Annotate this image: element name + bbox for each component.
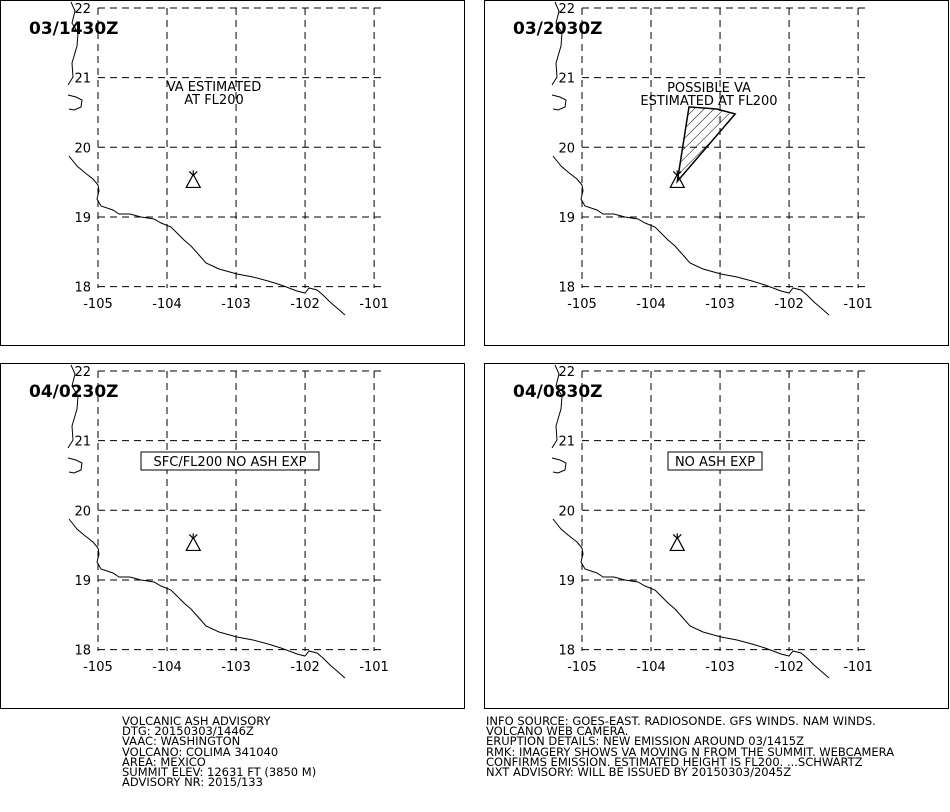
info-line: VOLCANO WEB CAMERA. xyxy=(486,724,629,739)
lat-tick-label: 20 xyxy=(558,504,575,519)
volcano-triangle-icon xyxy=(185,170,202,189)
info-line: SUMMIT ELEV: 12631 FT (3850 M) xyxy=(122,764,317,779)
lat-tick-label: 22 xyxy=(558,2,575,17)
info-line: VOLCANIC ASH ADVISORY xyxy=(122,714,271,728)
map-panel-p4: -105 -104 -103 -102 -101 22 21 20 19 18 NO ASH EXP… xyxy=(484,363,949,709)
lat-tick-label: 21 xyxy=(558,435,575,450)
info-line: RMK: IMAGERY SHOWS VA MOVING N FROM THE … xyxy=(486,744,895,759)
lat-tick-label: 21 xyxy=(558,72,575,87)
lat-tick-label: 22 xyxy=(558,365,575,380)
panel-valid-time: 04/0230Z xyxy=(29,382,119,402)
annotation-text: ESTIMATED AT FL200 xyxy=(640,94,777,109)
lon-tick-label: -104 xyxy=(636,297,666,312)
lon-tick-label: -102 xyxy=(290,660,320,675)
lat-tick-label: 18 xyxy=(558,644,575,659)
coastline xyxy=(552,518,830,679)
lat-tick-label: 21 xyxy=(74,72,91,87)
map-panel-p1: -105 -104 -103 -102 -101 22 21 20 19 18 VA ESTIMAT… xyxy=(0,0,465,346)
lat-tick-label: 19 xyxy=(558,574,575,589)
annotation-box xyxy=(140,451,320,471)
lon-tick-label: -102 xyxy=(774,660,804,675)
lon-tick-label: -103 xyxy=(705,660,735,675)
annotation-text: SFC/FL200 NO ASH EXP xyxy=(154,455,307,470)
info-line: VOLCANO: COLIMA 341040 xyxy=(122,744,279,759)
lon-tick-label: -105 xyxy=(83,660,113,675)
map-canvas: -105 -104 -103 -102 -101 22 21 20 19 18 POSSIBLE V… xyxy=(551,1,873,316)
lon-tick-label: -101 xyxy=(843,660,873,675)
panel-valid-time: 03/2030Z xyxy=(513,19,603,39)
map-panel-p2: -105 -104 -103 -102 -101 22 21 20 19 18 POSSIBLE V… xyxy=(484,0,949,346)
lat-tick-label: 22 xyxy=(74,2,91,17)
map-canvas: -105 -104 -103 -102 -101 22 21 20 19 18 SFC/FL200 … xyxy=(67,364,389,679)
lat-tick-label: 20 xyxy=(74,504,91,519)
info-line: NXT ADVISORY: WILL BE ISSUED BY 20150303… xyxy=(486,764,792,779)
map-canvas: -105 -104 -103 -102 -101 22 21 20 19 18 VA ESTIMAT… xyxy=(67,1,389,316)
lat-tick-label: 22 xyxy=(74,365,91,380)
lon-tick-label: -103 xyxy=(221,660,251,675)
annotation-text: VA ESTIMATED xyxy=(167,80,262,95)
lat-tick-label: 20 xyxy=(74,141,91,156)
island-outline xyxy=(67,94,83,111)
annotation-text: AT FL200 xyxy=(184,93,244,108)
advisory-remarks-info: INFO SOURCE: GOES-EAST. RADIOSONDE. GFS … xyxy=(486,714,895,779)
annotation-box xyxy=(667,451,763,471)
info-line: CONFIRMS EMISSION. ESTIMATED HEIGHT IS F… xyxy=(486,754,863,769)
lat-tick-label: 20 xyxy=(558,141,575,156)
map-panel-p3: -105 -104 -103 -102 -101 22 21 20 19 18 SFC/FL200 … xyxy=(0,363,465,709)
panel-valid-time: 03/1430Z xyxy=(29,19,119,39)
volcano-triangle-icon xyxy=(185,533,202,552)
coastline xyxy=(68,518,346,679)
lat-tick-label: 19 xyxy=(74,211,91,226)
island-outline xyxy=(67,457,83,474)
coastline xyxy=(551,364,563,449)
lon-tick-label: -101 xyxy=(359,297,389,312)
ash-cloud-polygon xyxy=(676,106,737,184)
map-canvas: -105 -104 -103 -102 -101 22 21 20 19 18 NO ASH EXP xyxy=(551,364,873,679)
lon-tick-label: -105 xyxy=(567,660,597,675)
lon-tick-label: -104 xyxy=(152,660,182,675)
lon-tick-label: -105 xyxy=(83,297,113,312)
info-line: AREA: MEXICO xyxy=(122,754,206,769)
info-line: INFO SOURCE: GOES-EAST. RADIOSONDE. GFS … xyxy=(486,714,876,728)
lat-tick-label: 18 xyxy=(558,281,575,296)
lon-tick-label: -102 xyxy=(290,297,320,312)
lat-tick-label: 21 xyxy=(74,435,91,450)
lat-tick-label: 19 xyxy=(558,211,575,226)
coastline xyxy=(68,155,346,316)
lat-tick-label: 18 xyxy=(74,644,91,659)
volcano-triangle-icon xyxy=(669,533,686,552)
annotation-text: NO ASH EXP xyxy=(675,455,755,470)
island-outline xyxy=(551,457,567,474)
lon-tick-label: -104 xyxy=(636,660,666,675)
coastline xyxy=(67,364,79,449)
lon-tick-label: -101 xyxy=(843,297,873,312)
lat-tick-label: 18 xyxy=(74,281,91,296)
advisory-header-info: VOLCANIC ASH ADVISORY DTG: 20150303/1446Z… xyxy=(122,714,317,790)
panel-valid-time: 04/0830Z xyxy=(513,382,603,402)
info-line: DTG: 20150303/1446Z xyxy=(122,724,254,739)
lon-tick-label: -103 xyxy=(705,297,735,312)
volcano-triangle-icon xyxy=(669,170,686,189)
info-line: ADVISORY NR: 2015/133 xyxy=(122,775,263,790)
lon-tick-label: -102 xyxy=(774,297,804,312)
coastline xyxy=(552,155,830,316)
lon-tick-label: -105 xyxy=(567,297,597,312)
lon-tick-label: -104 xyxy=(152,297,182,312)
info-line: VAAC: WASHINGTON xyxy=(122,734,241,749)
coastline xyxy=(67,1,79,86)
lon-tick-label: -103 xyxy=(221,297,251,312)
info-line: ERUPTION DETAILS: NEW EMISSION AROUND 03… xyxy=(486,734,804,749)
lat-tick-label: 19 xyxy=(74,574,91,589)
lon-tick-label: -101 xyxy=(359,660,389,675)
annotation-text: POSSIBLE VA xyxy=(667,81,751,96)
island-outline xyxy=(551,94,567,111)
coastline xyxy=(551,1,563,86)
